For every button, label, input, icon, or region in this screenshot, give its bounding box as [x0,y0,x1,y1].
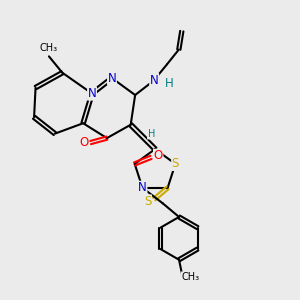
Text: H: H [148,129,155,139]
Text: O: O [154,149,163,162]
Text: N: N [150,74,158,87]
Text: N: N [88,87,96,100]
Text: H: H [165,76,173,90]
Text: S: S [172,158,179,170]
Text: O: O [80,136,88,149]
Text: CH₃: CH₃ [40,43,58,53]
Text: CH₃: CH₃ [181,272,200,282]
Text: N: N [108,72,116,85]
Text: N: N [138,181,147,194]
Text: S: S [144,195,152,208]
